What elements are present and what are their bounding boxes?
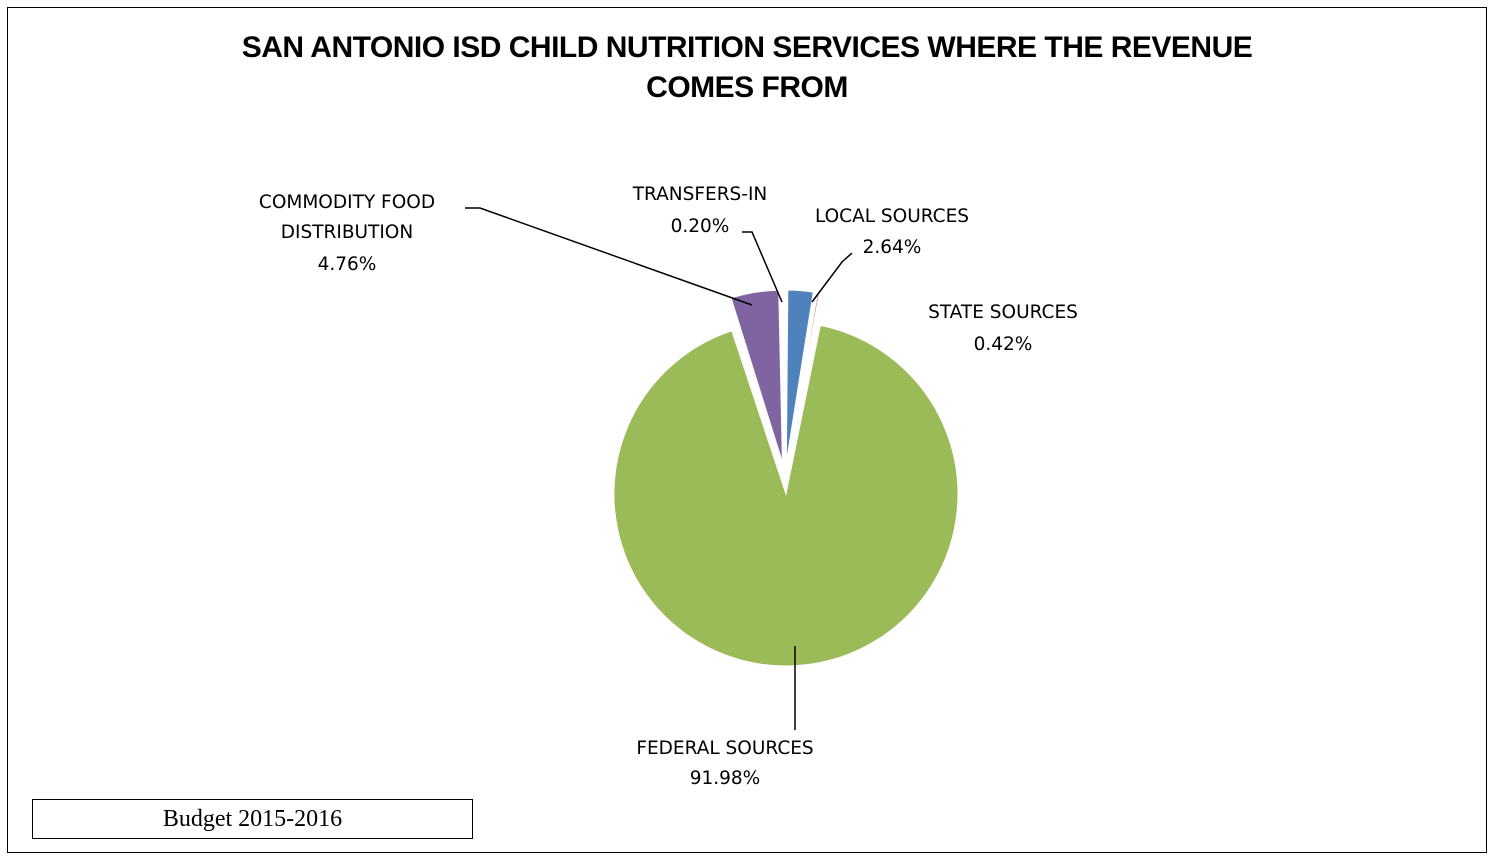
pie-slices	[613, 289, 959, 667]
slice-value-commodity: 4.76%	[318, 254, 377, 275]
leader-line-commodity	[465, 207, 753, 306]
budget-caption-box: Budget 2015-2016	[32, 799, 473, 839]
pie-slice-federal	[613, 324, 959, 667]
slice-value-state: 0.42%	[974, 334, 1033, 355]
slice-value-local: 2.64%	[863, 237, 922, 258]
chart-title-line-1: SAN ANTONIO ISD CHILD NUTRITION SERVICES…	[241, 31, 1253, 64]
leader-lines	[465, 207, 853, 730]
slice-label-state: STATE SOURCES	[928, 302, 1078, 323]
slice-label-commodity-1: COMMODITY FOOD	[259, 192, 435, 213]
slice-value-transfers: 0.20%	[671, 216, 730, 237]
pie-slice-local	[785, 289, 814, 463]
slice-label-federal: FEDERAL SOURCES	[636, 738, 813, 759]
pie-slice-transfers	[782, 289, 786, 463]
budget-caption: Budget 2015-2016	[162, 805, 343, 832]
slice-label-local: LOCAL SOURCES	[815, 206, 969, 227]
chart-title-line-2: COMES FROM	[646, 71, 848, 104]
slice-label-commodity-2: DISTRIBUTION	[281, 222, 413, 243]
chart-title: SAN ANTONIO ISD CHILD NUTRITION SERVICES…	[0, 28, 1494, 108]
slice-value-federal: 91.98%	[690, 768, 761, 789]
leader-line-transfers	[742, 231, 783, 303]
slice-label-transfers: TRANSFERS-IN	[632, 184, 768, 205]
leader-line-local	[811, 252, 853, 303]
slice-labels: LOCAL SOURCES 2.64% STATE SOURCES 0.42% FEDE…	[259, 184, 1078, 789]
